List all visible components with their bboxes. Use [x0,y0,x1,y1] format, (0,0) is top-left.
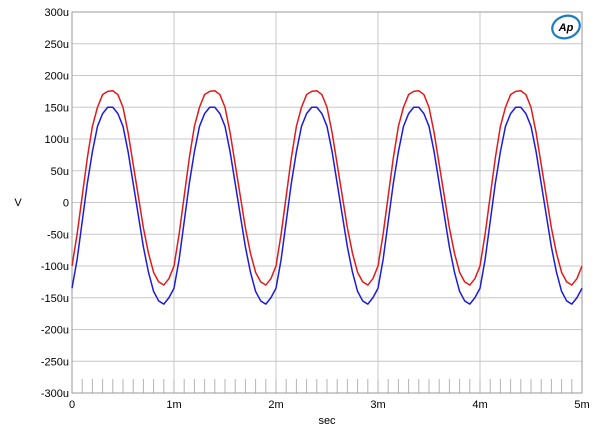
y-tick-label: 0 [63,198,69,210]
x-tick-label: 3m [370,399,385,411]
y-tick-label: 300u [45,7,69,19]
y-tick-label: -150u [41,293,69,305]
series-line-1 [71,89,583,286]
series-line-2 [71,106,583,305]
logo-swoosh-icon [551,14,581,40]
x-tick-label: 5m [574,399,589,411]
y-tick-label: 200u [45,71,69,83]
ap-logo: Ap [551,14,581,40]
series-layer [71,89,583,305]
x-tick-label: 0 [69,399,75,411]
y-tick-label: 50u [51,166,69,178]
y-axis-label: V [14,197,22,209]
y-tick-label: -100u [41,261,69,273]
y-tick-label: -300u [41,388,69,400]
y-tick-label: -250u [41,356,69,368]
grid [71,11,583,394]
y-tick-label: -50u [47,229,69,241]
minor-ticks [81,379,573,393]
y-tick-label: 100u [45,134,69,146]
y-tick-labels: 300u 250u 200u 150u 100u 50u 0 -50u -100u -150u -2… [41,7,69,400]
y-tick-label: 250u [45,39,69,51]
x-tick-label: 4m [472,399,487,411]
x-tick-label: 1m [166,399,181,411]
logo-text: Ap [558,22,574,34]
x-tick-labels: 0 1m 2m 3m 4m 5m [69,399,590,411]
y-tick-label: -200u [41,325,69,337]
y-tick-label: 150u [45,102,69,114]
plot-frame [71,11,583,394]
x-tick-label: 2m [268,399,283,411]
x-axis-label: sec [318,415,336,427]
